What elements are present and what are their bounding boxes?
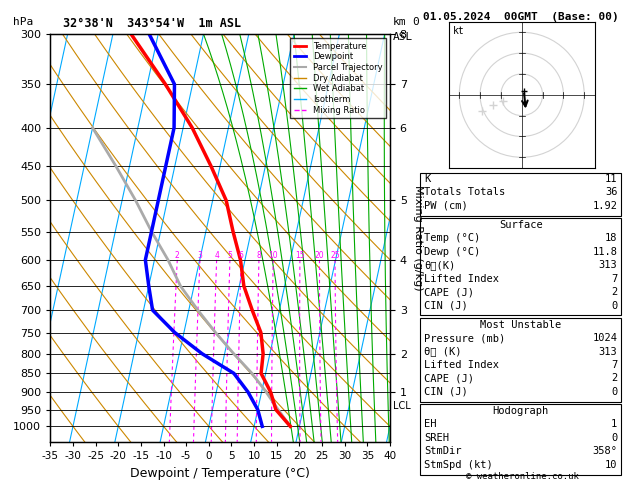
Legend: Temperature, Dewpoint, Parcel Trajectory, Dry Adiabat, Wet Adiabat, Isotherm, Mi: Temperature, Dewpoint, Parcel Trajectory… xyxy=(291,38,386,118)
Text: 0: 0 xyxy=(611,387,618,397)
Text: 313: 313 xyxy=(599,260,618,270)
Text: CAPE (J): CAPE (J) xyxy=(424,287,474,297)
Text: Surface: Surface xyxy=(499,220,543,230)
Text: 10: 10 xyxy=(605,460,618,470)
Text: Totals Totals: Totals Totals xyxy=(424,188,506,197)
Bar xyxy=(420,318,621,402)
Text: StmSpd (kt): StmSpd (kt) xyxy=(424,460,493,470)
Text: 358°: 358° xyxy=(593,446,618,456)
Text: Lifted Index: Lifted Index xyxy=(424,360,499,370)
Text: Most Unstable: Most Unstable xyxy=(480,319,562,330)
Text: 2: 2 xyxy=(175,251,180,260)
Text: EH: EH xyxy=(424,419,437,429)
Text: 3: 3 xyxy=(198,251,203,260)
Text: 2: 2 xyxy=(611,287,618,297)
Text: 11: 11 xyxy=(605,174,618,184)
Text: 25: 25 xyxy=(330,251,340,260)
Text: LCL: LCL xyxy=(393,401,411,411)
Text: ASL: ASL xyxy=(393,32,413,42)
Text: CIN (J): CIN (J) xyxy=(424,387,468,397)
Text: 0: 0 xyxy=(611,433,618,443)
Text: 8: 8 xyxy=(257,251,261,260)
Text: 1.92: 1.92 xyxy=(593,201,618,211)
Bar xyxy=(420,173,621,216)
Text: K: K xyxy=(424,174,430,184)
Text: 32°38'N  343°54'W  1m ASL: 32°38'N 343°54'W 1m ASL xyxy=(63,17,241,30)
Text: 18: 18 xyxy=(605,233,618,243)
Text: 6: 6 xyxy=(238,251,243,260)
Text: Pressure (mb): Pressure (mb) xyxy=(424,333,506,343)
Text: Lifted Index: Lifted Index xyxy=(424,274,499,284)
Text: km: km xyxy=(393,17,406,27)
Text: 0: 0 xyxy=(412,17,419,27)
Text: Dewp (°C): Dewp (°C) xyxy=(424,247,481,257)
Bar xyxy=(420,404,621,475)
Text: 1: 1 xyxy=(611,419,618,429)
Text: 0: 0 xyxy=(611,301,618,311)
Text: Temp (°C): Temp (°C) xyxy=(424,233,481,243)
Text: SREH: SREH xyxy=(424,433,449,443)
Text: 20: 20 xyxy=(314,251,325,260)
Text: 10: 10 xyxy=(269,251,278,260)
Text: 7: 7 xyxy=(611,274,618,284)
Text: hPa: hPa xyxy=(13,17,33,27)
Text: 2: 2 xyxy=(611,373,618,383)
Text: © weatheronline.co.uk: © weatheronline.co.uk xyxy=(465,472,579,481)
Text: 11.8: 11.8 xyxy=(593,247,618,257)
Text: 313: 313 xyxy=(599,347,618,357)
Text: CAPE (J): CAPE (J) xyxy=(424,373,474,383)
Text: θᴇ (K): θᴇ (K) xyxy=(424,347,462,357)
Text: 4: 4 xyxy=(214,251,219,260)
Text: kt: kt xyxy=(453,26,465,36)
Text: 5: 5 xyxy=(228,251,232,260)
Text: 01.05.2024  00GMT  (Base: 00): 01.05.2024 00GMT (Base: 00) xyxy=(423,12,618,22)
Text: StmDir: StmDir xyxy=(424,446,462,456)
Text: 1024: 1024 xyxy=(593,333,618,343)
Text: θᴇ(K): θᴇ(K) xyxy=(424,260,455,270)
Text: 36: 36 xyxy=(605,188,618,197)
Text: 15: 15 xyxy=(295,251,304,260)
Bar xyxy=(420,218,621,315)
Text: Hodograph: Hodograph xyxy=(493,406,549,416)
X-axis label: Dewpoint / Temperature (°C): Dewpoint / Temperature (°C) xyxy=(130,467,310,480)
Y-axis label: Mixing Ratio (g/kg): Mixing Ratio (g/kg) xyxy=(413,185,423,291)
Text: 7: 7 xyxy=(611,360,618,370)
Text: PW (cm): PW (cm) xyxy=(424,201,468,211)
Text: CIN (J): CIN (J) xyxy=(424,301,468,311)
